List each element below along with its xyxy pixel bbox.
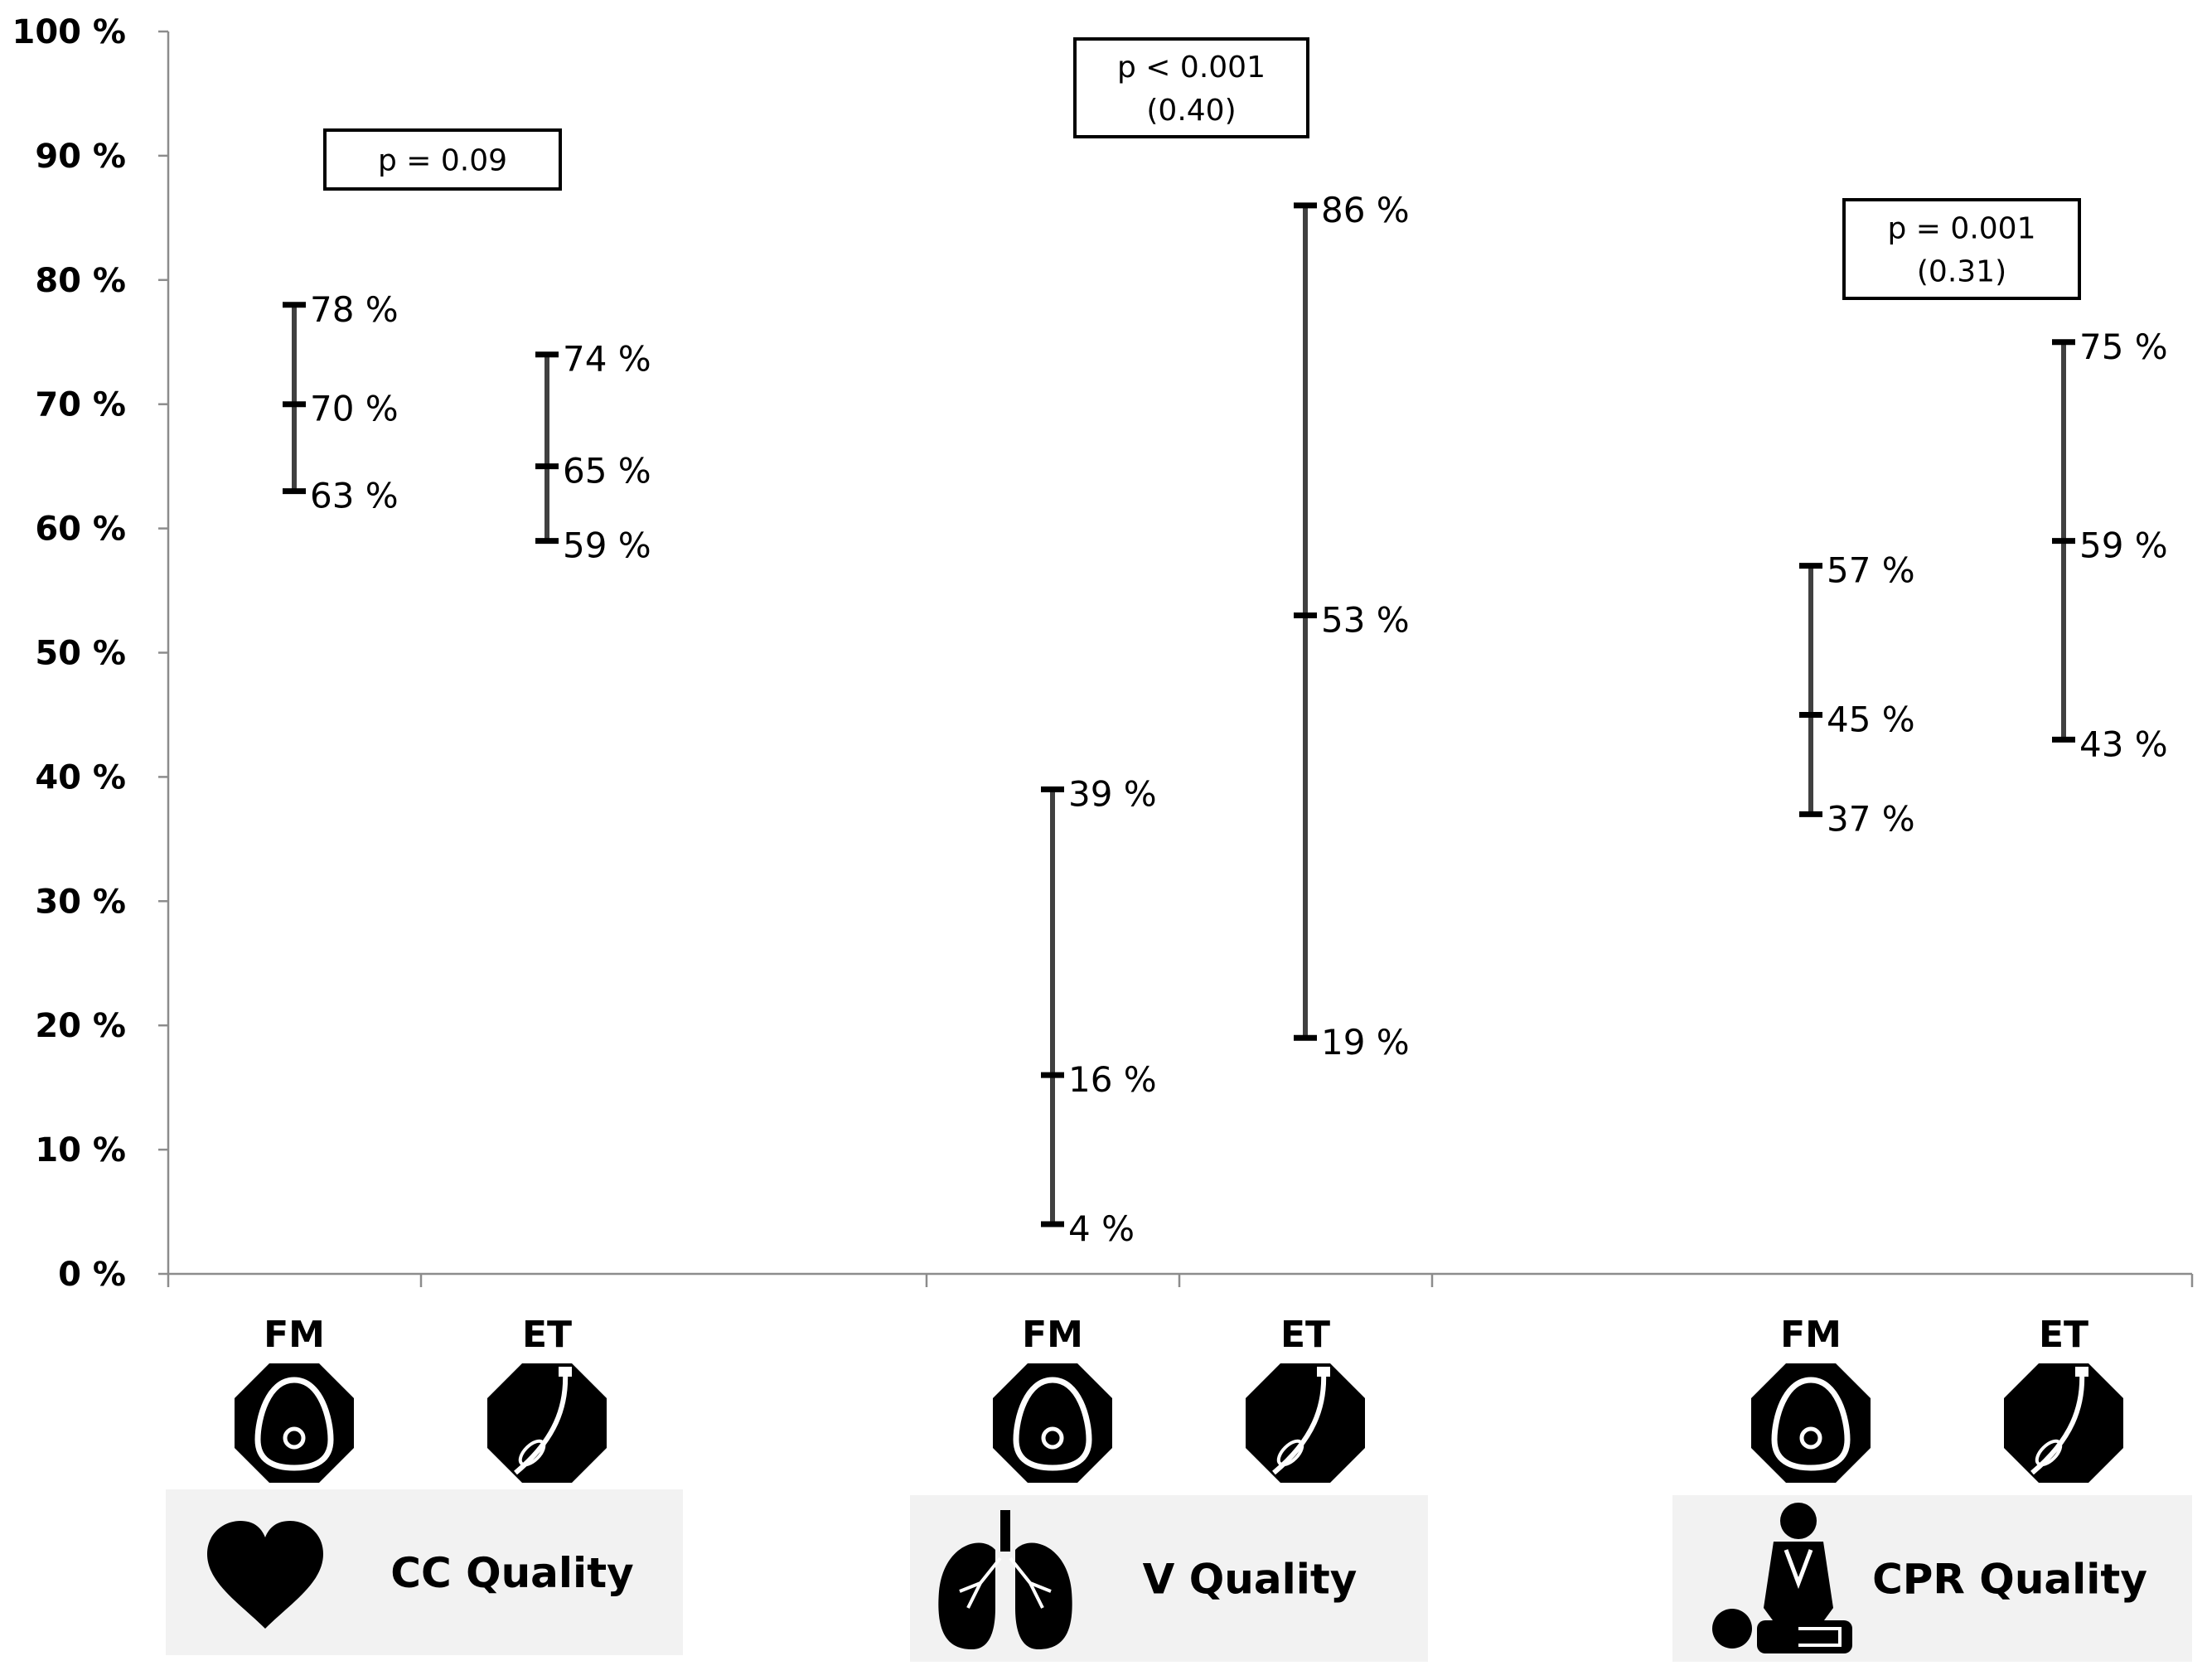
mask-outline bbox=[1771, 1377, 1851, 1471]
y-tick-label: 50 % bbox=[35, 635, 126, 673]
data-label: 37 % bbox=[1827, 798, 1915, 839]
tube bbox=[514, 1371, 569, 1475]
data-label: 86 % bbox=[1321, 190, 1410, 230]
p-value-text: (0.40) bbox=[1146, 94, 1236, 128]
data-label: 63 % bbox=[310, 476, 399, 516]
tube bbox=[1272, 1371, 1327, 1475]
y-tick-label: 80 % bbox=[35, 262, 126, 300]
y-tick-label: 60 % bbox=[35, 511, 126, 549]
icon-bg bbox=[1751, 1363, 1871, 1483]
icon-bg bbox=[2004, 1363, 2123, 1483]
device-label: ET bbox=[522, 1314, 572, 1356]
mask-port bbox=[1799, 1426, 1822, 1450]
left-lung bbox=[938, 1542, 995, 1649]
data-label: 74 % bbox=[563, 339, 651, 380]
data-label: 4 % bbox=[1068, 1208, 1135, 1249]
device-labels: FM ET FM ET FM ET bbox=[235, 1314, 2123, 1483]
data-label: 57 % bbox=[1827, 550, 1915, 591]
tube-cuff bbox=[2035, 1439, 2063, 1467]
group-panel bbox=[910, 1495, 1428, 1662]
patient-head bbox=[1712, 1609, 1752, 1649]
face-mask-icon bbox=[235, 1363, 354, 1483]
p-value-box bbox=[1073, 37, 1309, 138]
cpr-icon bbox=[1712, 1503, 1852, 1653]
endotracheal-tube-icon bbox=[1246, 1363, 1365, 1483]
rescuer-arms bbox=[1784, 1549, 1813, 1590]
group-title: V Quality bbox=[1143, 1556, 1358, 1604]
endotracheal-tube-icon bbox=[2004, 1363, 2123, 1483]
y-tick-label: 0 % bbox=[58, 1256, 126, 1294]
icon-bg bbox=[487, 1363, 607, 1483]
data-label: 70 % bbox=[310, 389, 399, 429]
mask-outline bbox=[254, 1377, 334, 1471]
y-tick-label: 30 % bbox=[35, 883, 126, 921]
bronchi bbox=[959, 1557, 1052, 1609]
data-label: 75 % bbox=[2079, 327, 2168, 367]
data-label: 45 % bbox=[1827, 699, 1915, 739]
mask-outline bbox=[1013, 1377, 1092, 1471]
icon-bg bbox=[1246, 1363, 1365, 1483]
heart-icon bbox=[207, 1521, 323, 1629]
p-value-text: p < 0.001 bbox=[1117, 51, 1266, 85]
data-label: 59 % bbox=[2079, 525, 2168, 566]
device-label: FM bbox=[1022, 1314, 1083, 1356]
trachea bbox=[1000, 1510, 1010, 1552]
group-title: CPR Quality bbox=[1872, 1556, 2147, 1604]
p-value-box bbox=[323, 128, 562, 191]
p-value-text: (0.31) bbox=[1917, 255, 2006, 289]
y-tick-label: 90 % bbox=[35, 138, 126, 176]
p-value-boxes: p = 0.09 p < 0.001 (0.40) p = 0.001 (0.31) bbox=[323, 37, 2081, 300]
data-label: 78 % bbox=[310, 289, 399, 330]
data-label: 65 % bbox=[563, 451, 651, 491]
tube-connector bbox=[559, 1367, 572, 1377]
tube-cuff bbox=[1276, 1439, 1304, 1467]
tube-connector bbox=[2075, 1367, 2088, 1377]
axes: 0 % 10 % 20 % 30 % 40 % 50 % 60 % 70 % 80 % 90 % 1… bbox=[12, 13, 2194, 1294]
patient-body bbox=[1757, 1620, 1852, 1653]
tube-connector bbox=[1317, 1367, 1330, 1377]
mask-port bbox=[1041, 1426, 1064, 1450]
group-title: CC Quality bbox=[390, 1549, 633, 1597]
p-value-text: p = 0.001 bbox=[1888, 212, 2036, 246]
device-label: ET bbox=[1280, 1314, 1330, 1356]
data-label: 39 % bbox=[1068, 773, 1157, 814]
y-tick-label: 100 % bbox=[12, 13, 127, 51]
face-mask-icon bbox=[1751, 1363, 1871, 1483]
device-label: ET bbox=[2039, 1314, 2088, 1356]
range-bars: 78 % 70 % 63 % 74 % 65 % 59 % 39 % 16 % 4 % 86 % 5… bbox=[283, 190, 2168, 1249]
heart-shape bbox=[207, 1521, 323, 1629]
data-label: 19 % bbox=[1321, 1022, 1410, 1063]
tube bbox=[2030, 1371, 2085, 1475]
face-mask-icon bbox=[993, 1363, 1112, 1483]
data-label: 16 % bbox=[1068, 1059, 1157, 1100]
p-value-text: p = 0.09 bbox=[378, 144, 507, 178]
lungs-icon bbox=[938, 1510, 1072, 1649]
mask-port bbox=[283, 1426, 306, 1450]
device-label: FM bbox=[1780, 1314, 1842, 1356]
patient-arm bbox=[1798, 1627, 1842, 1647]
tube-cuff bbox=[518, 1439, 546, 1467]
data-label: 53 % bbox=[1321, 600, 1410, 641]
device-label: FM bbox=[264, 1314, 325, 1356]
right-lung bbox=[1015, 1542, 1072, 1649]
icon-bg bbox=[993, 1363, 1112, 1483]
group-panels: CC Quality V Quality CPR Quality bbox=[166, 1489, 2192, 1662]
y-tick-label: 20 % bbox=[35, 1007, 126, 1045]
icon-bg bbox=[235, 1363, 354, 1483]
rescuer-head bbox=[1780, 1503, 1817, 1539]
y-tick-label: 70 % bbox=[35, 386, 126, 424]
y-tick-label: 10 % bbox=[35, 1131, 126, 1169]
y-tick-label: 40 % bbox=[35, 758, 126, 796]
endotracheal-tube-icon bbox=[487, 1363, 607, 1483]
data-label: 59 % bbox=[563, 525, 651, 566]
data-label: 43 % bbox=[2079, 724, 2168, 764]
p-value-box bbox=[1842, 198, 2081, 300]
